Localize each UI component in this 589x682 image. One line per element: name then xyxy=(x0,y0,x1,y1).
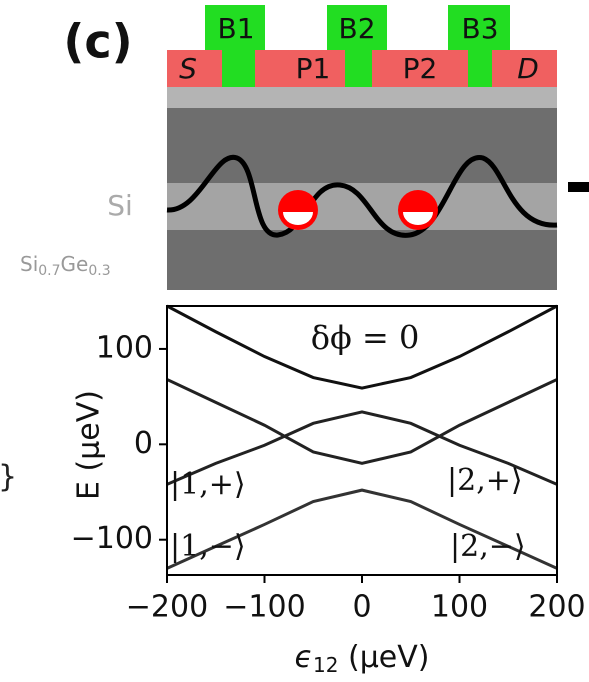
y-tick-label: −100 xyxy=(71,521,153,556)
gate xyxy=(345,45,372,87)
state-label: |2,+⟩ xyxy=(447,463,523,498)
gate-label: B2 xyxy=(338,12,375,45)
x-axis-label: ϵ12 (μeV) xyxy=(295,640,430,677)
contact-label: D xyxy=(517,52,539,85)
potential-profile xyxy=(166,154,558,238)
layer-label: Si xyxy=(107,189,133,222)
state-label: |2,−⟩ xyxy=(450,529,526,564)
electron xyxy=(403,212,433,225)
energy-level xyxy=(166,488,558,570)
energy-level xyxy=(166,410,558,486)
layer xyxy=(167,87,557,108)
x-tick-label: 200 xyxy=(528,590,585,625)
panel-label: (c) xyxy=(63,15,132,69)
contact-label: S xyxy=(179,52,197,85)
x-tick-label: −200 xyxy=(126,590,208,625)
x-tick-label: −100 xyxy=(223,590,305,625)
x-tick-label: 0 xyxy=(352,590,371,625)
layer-label-part: Ge xyxy=(61,252,89,276)
x-axis-label-part: 12 xyxy=(313,653,338,677)
gate-label: B1 xyxy=(217,12,254,45)
x-axis-label-part: ϵ xyxy=(295,640,313,675)
fragment-text: } xyxy=(0,460,17,495)
layer-label: Si0.7Ge0.3 xyxy=(20,252,111,280)
gate xyxy=(205,5,265,50)
plot: −100 0 100 −200 −100 0 100 200 xyxy=(71,304,586,625)
y-tick-label: 0 xyxy=(134,426,153,461)
gate xyxy=(468,45,492,87)
energy-level xyxy=(166,304,558,390)
contact-label: P2 xyxy=(403,52,438,85)
fragment xyxy=(568,182,589,192)
layer-label-part: 0.3 xyxy=(88,263,110,279)
y-tick-label: 100 xyxy=(96,330,153,365)
layer xyxy=(167,108,557,183)
gate xyxy=(222,45,255,87)
state-label: |1,−⟩ xyxy=(170,529,246,564)
layer-label-part: Si xyxy=(20,252,38,276)
electron xyxy=(283,212,313,225)
x-tick-label: 100 xyxy=(431,590,488,625)
gate xyxy=(327,5,387,50)
y-axis-label: E (μeV) xyxy=(72,390,107,500)
plot-frame xyxy=(166,305,558,576)
annotation: δϕ = 0 xyxy=(311,319,420,357)
device-schematic: B1 B2 B3 S P1 P2 D Si Si0.7Ge0.3 } xyxy=(0,5,589,495)
layer xyxy=(167,183,557,230)
layer xyxy=(167,230,557,290)
state-label: |1,+⟩ xyxy=(170,467,246,502)
gate xyxy=(448,5,510,50)
contact-label: P1 xyxy=(296,52,331,85)
energy-level xyxy=(166,378,558,465)
gate-label: B3 xyxy=(461,12,498,45)
x-axis-label-part: (μeV) xyxy=(338,640,429,675)
layer-label-part: 0.7 xyxy=(38,263,60,279)
